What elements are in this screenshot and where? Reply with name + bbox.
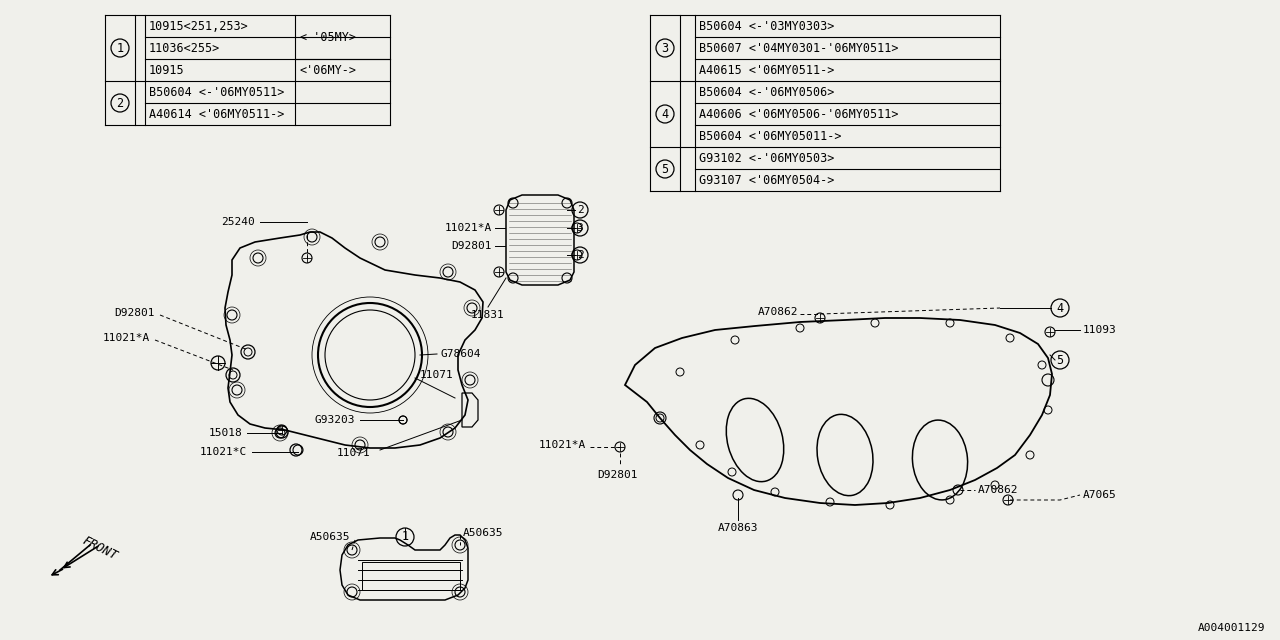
Text: 11071: 11071 [337, 448, 370, 458]
Text: B50604 <-'03MY0303>: B50604 <-'03MY0303> [699, 19, 835, 33]
Text: B50604 <-'06MY0511>: B50604 <-'06MY0511> [148, 86, 284, 99]
Text: 11021*A: 11021*A [102, 333, 150, 343]
Text: B50607 <'04MY0301-'06MY0511>: B50607 <'04MY0301-'06MY0511> [699, 42, 899, 54]
Text: A004001129: A004001129 [1198, 623, 1265, 633]
Text: 4: 4 [662, 108, 668, 120]
Text: A50635: A50635 [463, 528, 503, 538]
Text: 3: 3 [662, 42, 668, 54]
Text: 11021*A: 11021*A [444, 223, 492, 233]
Text: 1: 1 [402, 531, 408, 543]
Text: G78604: G78604 [440, 349, 480, 359]
Text: A70862: A70862 [978, 485, 1019, 495]
Text: 11071: 11071 [420, 370, 453, 380]
Text: D92801: D92801 [596, 470, 637, 480]
Text: 5: 5 [1056, 353, 1064, 367]
Text: <-'05MY>: <-'05MY> [300, 31, 356, 44]
Text: 3: 3 [576, 223, 584, 233]
Text: 11021*A: 11021*A [539, 440, 586, 450]
Text: A40615 <'06MY0511->: A40615 <'06MY0511-> [699, 63, 835, 77]
Text: 10915<251,253>: 10915<251,253> [148, 19, 248, 33]
Text: FRONT: FRONT [81, 534, 119, 563]
Text: G93107 <'06MY0504->: G93107 <'06MY0504-> [699, 173, 835, 186]
Text: A70862: A70862 [758, 307, 797, 317]
Text: G93102 <-'06MY0503>: G93102 <-'06MY0503> [699, 152, 835, 164]
Text: A40606 <'06MY0506-'06MY0511>: A40606 <'06MY0506-'06MY0511> [699, 108, 899, 120]
Text: 11021*C: 11021*C [200, 447, 247, 457]
Text: A40614 <'06MY0511->: A40614 <'06MY0511-> [148, 108, 284, 120]
Text: 4: 4 [1056, 301, 1064, 314]
Text: <'06MY->: <'06MY-> [300, 63, 356, 77]
Text: 11093: 11093 [1083, 325, 1116, 335]
Text: A70863: A70863 [718, 523, 758, 533]
Text: A50635: A50635 [310, 532, 349, 542]
Text: G93203: G93203 [315, 415, 355, 425]
Text: A7065: A7065 [1083, 490, 1116, 500]
Text: 11036<255>: 11036<255> [148, 42, 220, 54]
Text: 25240: 25240 [221, 217, 255, 227]
Text: 1: 1 [116, 42, 124, 54]
Text: B50604 <-'06MY0506>: B50604 <-'06MY0506> [699, 86, 835, 99]
Text: 15018: 15018 [209, 428, 242, 438]
Text: 2: 2 [116, 97, 124, 109]
Text: D92801: D92801 [452, 241, 492, 251]
Text: B50604 <'06MY05011->: B50604 <'06MY05011-> [699, 129, 841, 143]
Text: 2: 2 [576, 205, 584, 215]
Text: 5: 5 [662, 163, 668, 175]
Text: D92801: D92801 [114, 308, 155, 318]
Text: 10915: 10915 [148, 63, 184, 77]
Text: 11831: 11831 [471, 310, 504, 320]
Text: 2: 2 [576, 250, 584, 260]
